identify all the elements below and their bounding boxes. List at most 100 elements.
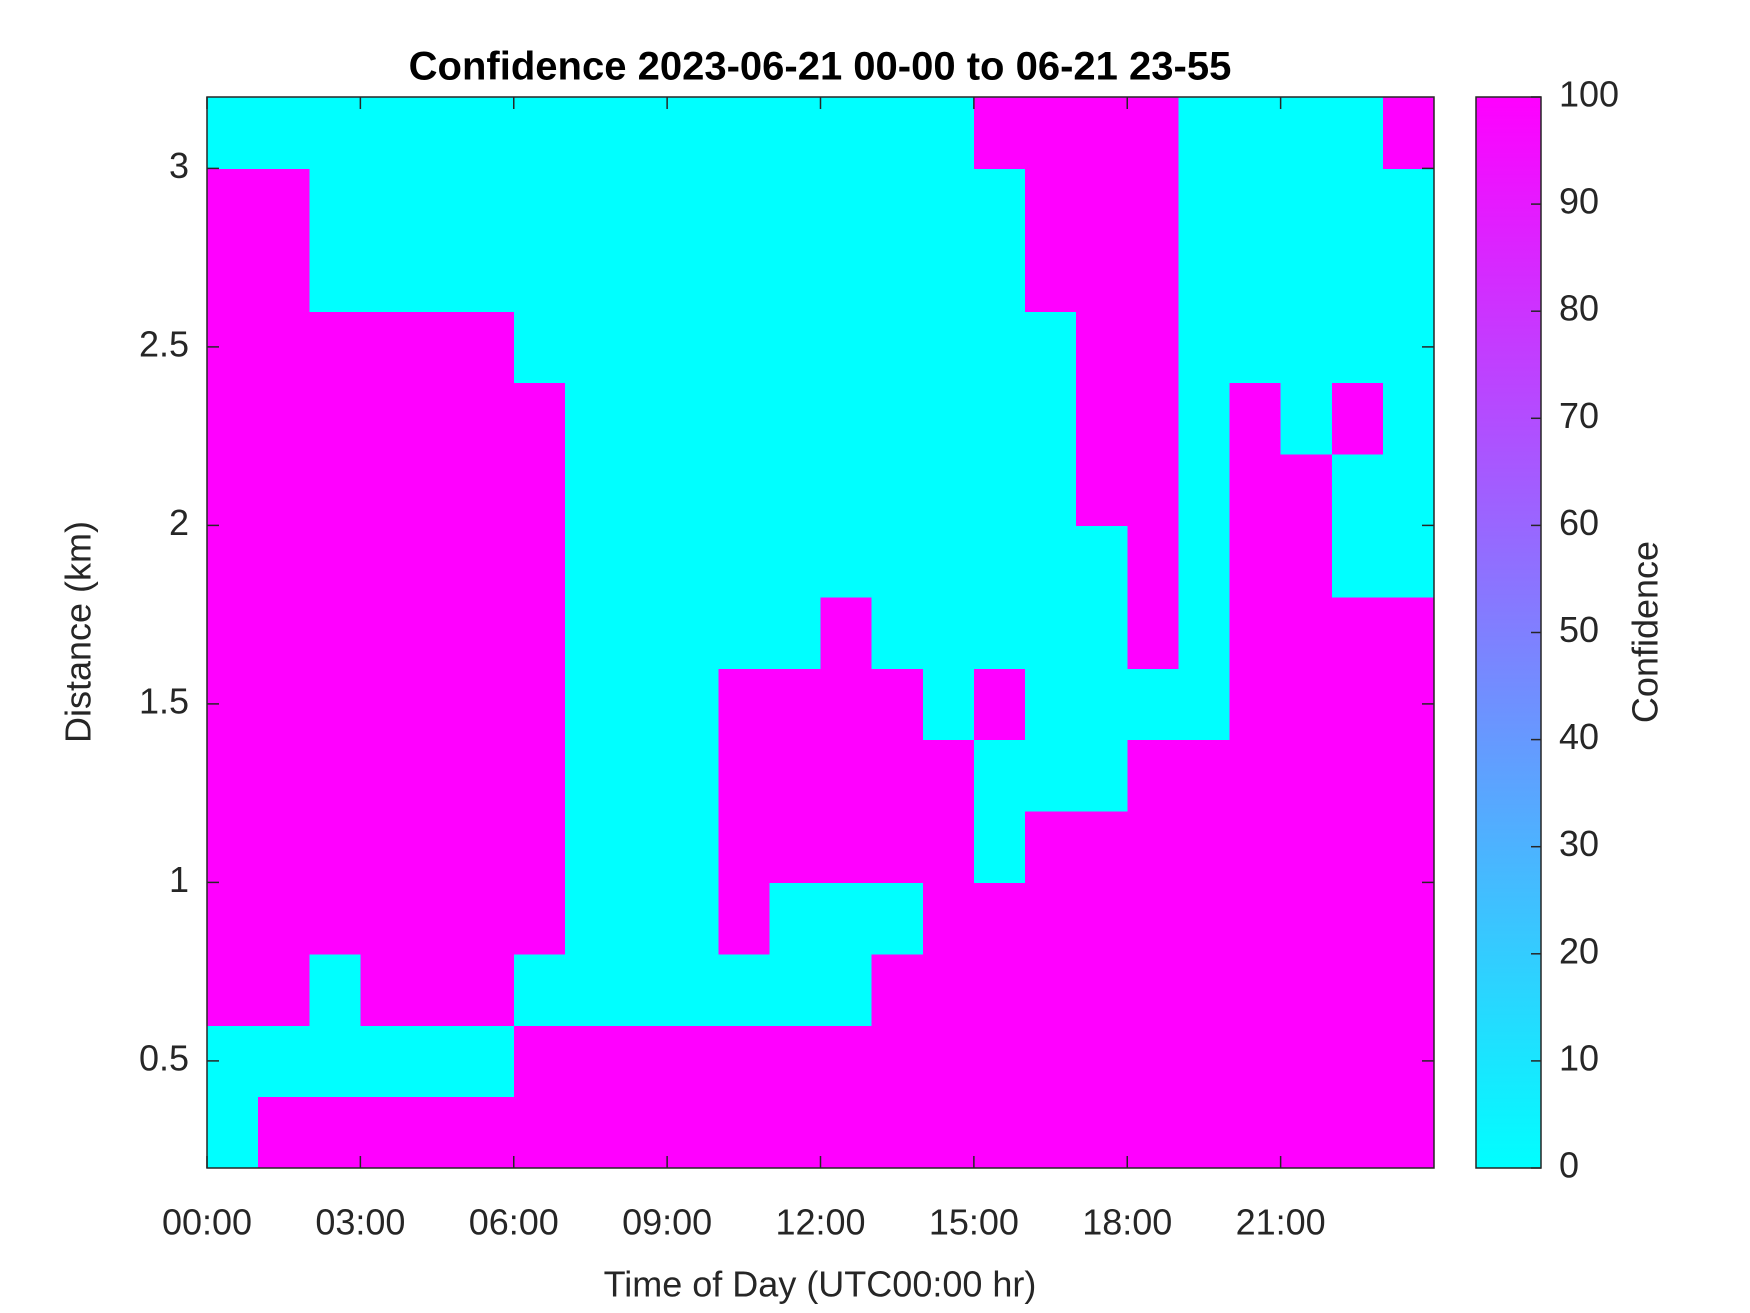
heatmap-cell [769,739,822,812]
heatmap-cell [564,1096,617,1169]
heatmap-cell [258,596,310,669]
heatmap-cell [922,596,975,669]
heatmap-cell [616,168,668,241]
heatmap-cell [513,382,566,455]
heatmap-cell [1025,97,1077,169]
heatmap-cell [258,811,310,883]
heatmap-cell [411,953,464,1026]
heatmap-cell [1229,1025,1282,1098]
heatmap-cell [1280,811,1333,883]
heatmap-cell [1331,525,1384,598]
heatmap-cell [616,454,668,526]
heatmap-cell [820,882,873,955]
heatmap-cell [207,882,259,955]
heatmap-cell [1025,739,1077,812]
heatmap-cell [973,1025,1026,1098]
heatmap-cell [360,239,413,312]
heatmap-cell [616,239,668,312]
heatmap-cell [922,97,975,169]
heatmap-cell [973,454,1026,526]
heatmap-cell [718,1025,770,1098]
heatmap-cell [513,239,566,312]
heatmap-cell [718,382,770,455]
heatmap-cell [258,239,310,312]
heatmap-cell [871,1096,924,1169]
heatmap-cell [667,811,719,883]
heatmap-cell [820,311,873,384]
heatmap-cell [1280,596,1333,669]
heatmap-cell [411,811,464,883]
colorbar-tick-label: 60 [1559,502,1599,543]
heatmap-cell [1178,811,1231,883]
heatmap-cell [1331,97,1384,169]
heatmap-cell [258,454,310,526]
heatmap-cell [1178,596,1231,669]
heatmap-cell [462,953,515,1026]
heatmap-cell [360,739,413,812]
heatmap-cell [360,311,413,384]
heatmap-cell [667,739,719,812]
heatmap-cell [769,97,822,169]
heatmap-cell [1280,311,1333,384]
heatmap-cell [820,668,873,741]
heatmap-cell [1229,168,1282,241]
heatmap-cell [922,811,975,883]
heatmap-cell [1280,239,1333,312]
heatmap-cell [820,1096,873,1169]
heatmap-cell [1076,882,1128,955]
heatmap-cell [207,953,259,1026]
colorbar-tick-label: 70 [1559,395,1599,436]
heatmap-cell [360,382,413,455]
heatmap-cell [309,811,361,883]
heatmap-cell [360,596,413,669]
heatmap-cell [718,97,770,169]
heatmap-cell [718,668,770,741]
heatmap-cell [1076,454,1128,526]
heatmap-cell [769,668,822,741]
heatmap-cell [1076,739,1128,812]
heatmap-cell [1331,739,1384,812]
heatmap-cell [1331,668,1384,741]
heatmap-cell [360,882,413,955]
heatmap-cell [616,668,668,741]
heatmap-cell [973,1096,1026,1169]
colorbar-tick-label: 100 [1559,74,1619,115]
heatmap-cell [1127,311,1179,384]
heatmap-cell [207,525,259,598]
heatmap-cell [616,382,668,455]
heatmap-cell [207,596,259,669]
heatmap-cell [1280,454,1333,526]
heatmap-cell [973,811,1026,883]
heatmap-cell [1178,739,1231,812]
heatmap-cell [973,739,1026,812]
heatmap-cell [769,1025,822,1098]
heatmap-cell [871,168,924,241]
heatmap-cell [718,311,770,384]
heatmap-cell [1178,1096,1231,1169]
heatmap-cell [718,168,770,241]
heatmap-cell [564,454,617,526]
heatmap-cell [871,668,924,741]
x-tick-label: 18:00 [1082,1202,1172,1243]
heatmap-cell [258,525,310,598]
heatmap-cell [769,953,822,1026]
heatmap-cell [1076,311,1128,384]
heatmap-cell [616,1096,668,1169]
heatmap-cell [1076,97,1128,169]
heatmap-cell [718,739,770,812]
heatmap-cell [462,168,515,241]
heatmap-cell [564,311,617,384]
heatmap-cell [411,168,464,241]
heatmap-cell [820,739,873,812]
heatmap-cell [1280,382,1333,455]
heatmap-cell [411,1025,464,1098]
heatmap-cell [513,311,566,384]
heatmap-cell [360,953,413,1026]
heatmap-cell [1280,97,1333,169]
heatmap-cell [513,168,566,241]
heatmap-cell [564,525,617,598]
heatmap-cell [564,168,617,241]
heatmap-cell [1076,1025,1128,1098]
heatmap-cell [207,739,259,812]
heatmap-cell [1382,811,1435,883]
